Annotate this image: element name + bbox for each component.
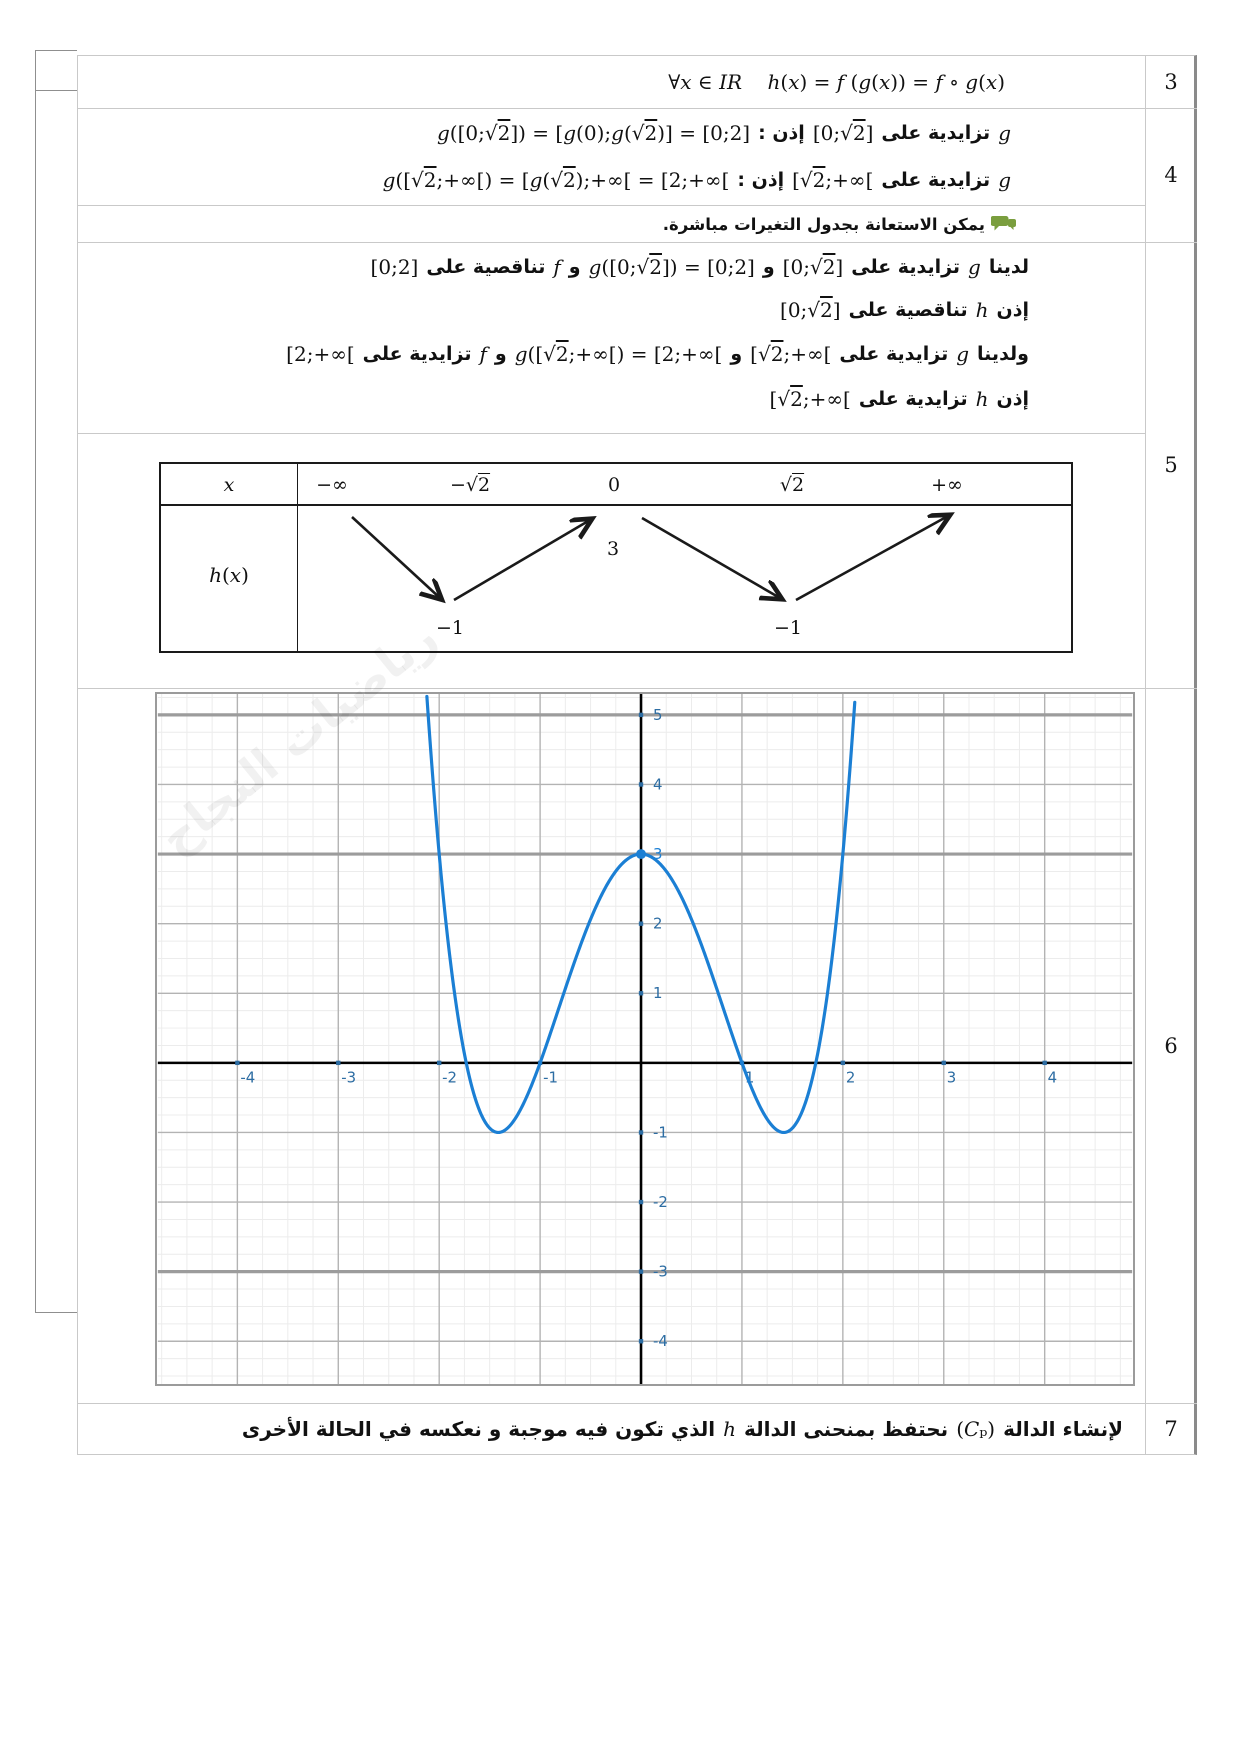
x-value-neg-sqrt2: −√2 — [449, 474, 491, 496]
x-value-neg-infinity: −∞ — [316, 474, 348, 496]
solution-table — [77, 55, 1197, 1455]
svg-text:-3: -3 — [341, 1069, 356, 1087]
reasoning-line-2: إذن h تناقصية على [0;√2] — [780, 298, 1029, 322]
question-number-4: 4 — [1164, 163, 1178, 187]
svg-text:-2: -2 — [442, 1069, 457, 1087]
margin-column-left-rule — [35, 50, 36, 1312]
margin-column-bottom-rule — [35, 1312, 77, 1313]
hint-note-row: يمكن الاستعانة بجدول التغيرات مباشرة. — [77, 206, 1145, 242]
arrow-increasing-2 — [795, 516, 948, 602]
svg-text:-4: -4 — [653, 1332, 668, 1350]
svg-text:-3: -3 — [653, 1263, 668, 1281]
composition-formula: ∀x ∈ IR h(x) = f (g(x)) = f ∘ g(x) — [668, 70, 1005, 94]
row-separator — [77, 433, 1145, 434]
reasoning-line-4: إذن h تزايدية على [√2;+∞[ — [769, 387, 1029, 411]
margin-cell-divider — [35, 90, 77, 91]
variation-table-header-rule — [161, 504, 1071, 506]
reasoning-line-1: لدينا g تزايدية على [0;√2] و g([0;√2]) = [0;2… — [370, 255, 1029, 279]
row-separator — [77, 242, 1197, 243]
max-value-label: 3 — [606, 538, 620, 560]
row-separator — [77, 1403, 1197, 1404]
g-increasing-line-2: g تزايدية على [√2;+∞[إذن : g([√2;+∞[) = [g(… — [382, 168, 1011, 192]
svg-text:1: 1 — [745, 1069, 754, 1087]
hint-note-text: يمكن الاستعانة بجدول التغيرات مباشرة. — [662, 214, 985, 234]
svg-text:-4: -4 — [240, 1069, 255, 1087]
row-separator — [77, 205, 1145, 206]
x-value-zero: 0 — [607, 474, 621, 496]
svg-text:2: 2 — [653, 915, 662, 933]
arrow-decreasing-2 — [641, 516, 780, 598]
min-value-left: −1 — [435, 617, 465, 639]
svg-text:1: 1 — [653, 984, 662, 1002]
svg-text:4: 4 — [1048, 1069, 1057, 1087]
reasoning-line-3: ولدينا g تزايدية على [√2;+∞[و g([√2;+∞[) = [… — [286, 342, 1029, 366]
variation-table-label-rule — [297, 464, 299, 651]
margin-column-top-rule — [35, 50, 77, 51]
x-value-sqrt2: √2 — [779, 474, 805, 496]
question-number-5: 5 — [1164, 453, 1178, 477]
svg-text:4: 4 — [653, 775, 662, 793]
svg-text:3: 3 — [653, 845, 662, 863]
arrow-increasing-1 — [453, 520, 590, 602]
svg-text:-1: -1 — [543, 1069, 558, 1087]
question-number-7: 7 — [1164, 1417, 1178, 1441]
variation-func-label: h(x) — [209, 563, 249, 587]
row-separator — [77, 688, 1197, 689]
arrow-decreasing-1 — [351, 516, 440, 598]
question-number-6: 6 — [1164, 1033, 1178, 1058]
construction-instruction: لإنشاء الدالة (Cₚ) نحتفظ بمنحنى الدالة h الذ… — [241, 1417, 1123, 1441]
function-graph: -4 -3 -2 -1 1 2 3 4 5 4 3 2 1 -1 -2 -3 -4 — [155, 692, 1135, 1386]
row-separator — [77, 108, 1197, 109]
x-value-pos-infinity: +∞ — [931, 474, 963, 496]
graph-svg: -4 -3 -2 -1 1 2 3 4 5 4 3 2 1 -1 -2 -3 -4 — [155, 692, 1135, 1386]
svg-text:5: 5 — [653, 706, 662, 724]
question-number-3: 3 — [1164, 69, 1178, 94]
variation-arrows — [351, 464, 1071, 651]
g-increasing-line-1: g تزايدية على [0;√2] إذن : g([0;√2]) = [g(0)… — [436, 121, 1011, 145]
number-column-separator — [1145, 55, 1146, 1455]
svg-text:2: 2 — [846, 1069, 855, 1087]
variation-var-label: x — [223, 474, 235, 496]
speech-bubbles-icon — [991, 215, 1017, 233]
svg-text:3: 3 — [947, 1069, 956, 1087]
svg-text:-1: -1 — [653, 1123, 668, 1141]
variation-table: x −∞ −√2 0 √2 +∞ h(x) 3 −1 −1 — [159, 462, 1073, 653]
min-value-right: −1 — [773, 617, 803, 639]
svg-text:-2: -2 — [653, 1193, 668, 1211]
